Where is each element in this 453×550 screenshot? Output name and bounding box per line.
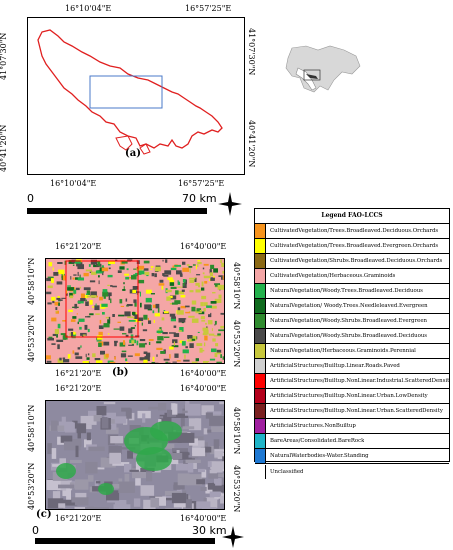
panel-c-right-top-lat: 40°58'10"N bbox=[232, 407, 241, 455]
legend-label: NaturalVegetation/Woody.Trees.Broadleave… bbox=[270, 288, 423, 294]
study-area-outline-map bbox=[37, 29, 223, 155]
panel-a-bottom-left-lon: 16°10'04"E bbox=[50, 179, 97, 188]
legend-label: NaturalVegetation/Woody.Shrubs.Broadleav… bbox=[270, 318, 428, 324]
legend-swatch bbox=[255, 239, 266, 253]
legend-item: NaturalWaterbodies-Water.Standing bbox=[255, 449, 449, 464]
legend-swatch bbox=[255, 329, 266, 343]
panel-c-label: (c) bbox=[36, 509, 52, 520]
legend-swatch bbox=[255, 404, 266, 418]
panel-a-bottom-right-lon: 16°57'25"E bbox=[178, 179, 225, 188]
legend-label: CultivatedVegetation/Herbaceous.Graminoi… bbox=[270, 273, 396, 279]
panel-a-scale-start: 0 bbox=[27, 192, 34, 205]
legend-swatch bbox=[255, 269, 266, 283]
legend-item: CultivatedVegetation/Herbaceous.Graminoi… bbox=[255, 269, 449, 284]
panel-b-top-right-lon: 16°40'00"E bbox=[180, 242, 227, 251]
panel-b-landcover-map bbox=[45, 258, 225, 364]
legend-swatch bbox=[255, 374, 266, 388]
legend-label: CultivatedVegetation/Trees.Broadleaved.D… bbox=[270, 228, 439, 234]
legend-item: Unclassified bbox=[255, 464, 449, 479]
panel-c-bottom-right-lon: 16°40'00"E bbox=[180, 514, 227, 523]
panel-c-satellite-image bbox=[45, 400, 225, 510]
panel-c-scale-bar bbox=[35, 538, 215, 544]
legend-label: Unclassified bbox=[270, 468, 304, 475]
panel-c-bottom-left-lon: 16°21'20"E bbox=[55, 514, 102, 523]
legend-item: ArtificialStructures/Builtup.NonLinear.U… bbox=[255, 404, 449, 419]
panel-a-top-left-lon: 16°10'04"E bbox=[65, 4, 112, 13]
legend-item: ArtificialStructures/Builtup.NonLinear.U… bbox=[255, 389, 449, 404]
panel-b-bottom-left-lon: 16°21'20"E bbox=[55, 369, 102, 378]
legend-item: NaturalVegetation/ Woody.Trees.Needlelea… bbox=[255, 299, 449, 314]
panel-c-left-bottom-lat: 40°53'20"N bbox=[27, 462, 36, 510]
legend-swatch bbox=[255, 344, 266, 358]
study-area-outline bbox=[37, 29, 223, 149]
legend-item: ArtificialStructures/Builtup.NonLinear.I… bbox=[255, 374, 449, 389]
landcover-classification-map bbox=[46, 259, 224, 363]
legend-item: CultivatedVegetation/Trees.Broadleaved.E… bbox=[255, 239, 449, 254]
legend-swatch bbox=[255, 464, 266, 479]
legend-item: ArtificialStructures/Builtup.Linear.Road… bbox=[255, 359, 449, 374]
panel-a-left-bottom-lat: 40°41'20"N bbox=[0, 124, 8, 172]
north-arrow-icon bbox=[218, 192, 242, 216]
panel-a-map-frame bbox=[27, 17, 245, 175]
legend-item: NaturalVegetation/Herbaceous.Graminoids.… bbox=[255, 344, 449, 359]
legend-items: CultivatedVegetation/Trees.Broadleaved.D… bbox=[255, 224, 449, 479]
legend-swatch bbox=[255, 434, 266, 448]
panel-a-scale-end: 70 km bbox=[182, 192, 217, 205]
legend-swatch bbox=[255, 359, 266, 373]
panel-b-right-top-lat: 40°58'10"N bbox=[232, 262, 241, 310]
legend-item: NaturalVegetation/Woody.Shrubs.Broadleav… bbox=[255, 314, 449, 329]
legend: Legend FAO-LCCS CultivatedVegetation/Tre… bbox=[254, 208, 450, 479]
legend-swatch bbox=[255, 254, 266, 268]
legend-swatch bbox=[255, 449, 266, 463]
legend-swatch bbox=[255, 299, 266, 313]
europe-locator-map bbox=[285, 45, 361, 93]
legend-swatch bbox=[255, 284, 266, 298]
legend-item: BareAreas/Consolidated.BareRock bbox=[255, 434, 449, 449]
legend-item: CultivatedVegetation/Trees.Broadleaved.D… bbox=[255, 224, 449, 239]
panel-b-top-left-lon: 16°21'20"E bbox=[55, 242, 102, 251]
legend-label: NaturalVegetation/ Woody.Trees.Needlelea… bbox=[270, 303, 428, 309]
panel-b-bottom-right-lon: 16°40'00"E bbox=[180, 369, 227, 378]
panel-c-scale-start: 0 bbox=[32, 524, 39, 537]
legend-label: BareAreas/Consolidated.BareRock bbox=[270, 438, 365, 444]
panel-c-right-bottom-lat: 40°53'20"N bbox=[232, 465, 241, 513]
north-arrow-icon bbox=[222, 526, 244, 548]
panel-a-right-top-lat: 41°07'30"N bbox=[247, 28, 256, 76]
legend-swatch bbox=[255, 314, 266, 328]
legend-swatch bbox=[255, 389, 266, 403]
legend-label: ArtificialStructures/Builtup.NonLinear.U… bbox=[270, 393, 428, 399]
legend-item: CultivatedVegetation/Shrubs.Broadleaved.… bbox=[255, 254, 449, 269]
legend-label: NaturalVegetation/Herbaceous.Graminoids.… bbox=[270, 348, 416, 354]
legend-title: Legend FAO-LCCS bbox=[255, 209, 449, 224]
legend-label: CultivatedVegetation/Trees.Broadleaved.E… bbox=[270, 243, 439, 249]
panel-b-left-bottom-lat: 40°53'20"N bbox=[27, 314, 36, 362]
panel-a-top-right-lon: 16°57'25"E bbox=[185, 4, 232, 13]
panel-a-right-bottom-lat: 40°41'20"N bbox=[247, 120, 256, 168]
panel-c-scale-end: 30 km bbox=[192, 524, 227, 537]
legend-label: ArtificialStructures/Builtup.NonLinear.I… bbox=[270, 378, 449, 384]
legend-label: ArtificialStructures/Builtup.Linear.Road… bbox=[270, 363, 400, 369]
panel-b-label: (b) bbox=[112, 367, 129, 378]
legend-label: NaturalVegetation/Woody.Shrubs.Broadleav… bbox=[270, 333, 428, 339]
legend-swatch bbox=[255, 419, 266, 433]
legend-item: NaturalVegetation/Woody.Trees.Broadleave… bbox=[255, 284, 449, 299]
panel-c-left-top-lat: 40°58'10"N bbox=[27, 404, 36, 452]
legend-label: ArtificialStructures/Builtup.NonLinear.U… bbox=[270, 408, 443, 414]
panel-b-right-bottom-lat: 40°53'20"N bbox=[232, 320, 241, 368]
panel-c-top-left-lon: 16°21'20"E bbox=[55, 384, 102, 393]
panel-b-left-top-lat: 40°58'10"N bbox=[27, 257, 36, 305]
satellite-image-raster bbox=[46, 401, 224, 509]
legend-label: ArtificialStructures.NonBuiltup bbox=[270, 423, 356, 429]
legend-label: NaturalWaterbodies-Water.Standing bbox=[270, 453, 369, 459]
legend-item: NaturalVegetation/Woody.Shrubs.Broadleav… bbox=[255, 329, 449, 344]
panel-c-top-right-lon: 16°40'00"E bbox=[180, 384, 227, 393]
legend-label: CultivatedVegetation/Shrubs.Broadleaved.… bbox=[270, 258, 443, 264]
legend-item: ArtificialStructures.NonBuiltup bbox=[255, 419, 449, 434]
legend-swatch bbox=[255, 224, 266, 238]
panel-a-label: (a) bbox=[125, 148, 141, 159]
panel-a-left-top-lat: 41°07'30"N bbox=[0, 32, 8, 80]
study-subset-box bbox=[89, 75, 163, 109]
panel-a-scale-bar bbox=[27, 208, 207, 214]
